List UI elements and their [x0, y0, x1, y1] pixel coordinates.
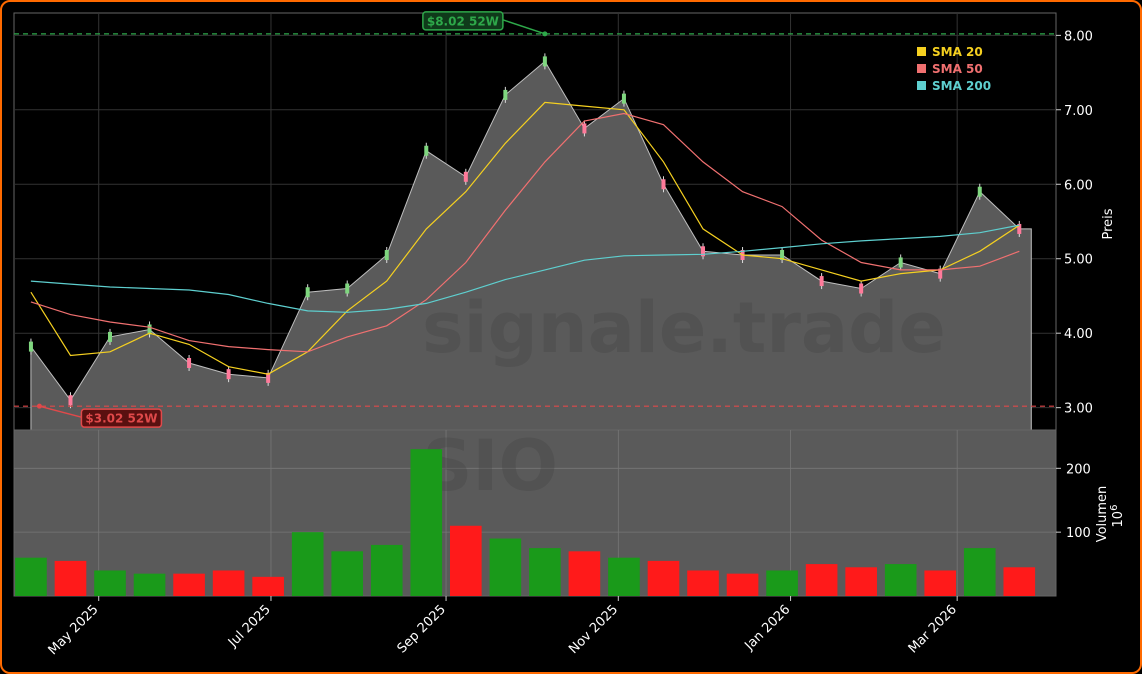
candle-body: [147, 324, 152, 335]
volume-bar: [54, 560, 87, 596]
volume-grid: [14, 430, 1056, 596]
volume-bar: [291, 532, 324, 596]
volume-bar: [845, 567, 877, 596]
annotation-label: $3.02 52W: [85, 412, 157, 426]
annotation-arrow: [39, 405, 82, 418]
volume-bar: [133, 573, 166, 596]
sma-line: [30, 224, 1020, 313]
annotation-arrow: [502, 19, 546, 35]
volume-y-label: Volumen: [1095, 486, 1110, 543]
volume-y-axis: 100 200: [1056, 462, 1091, 541]
candle-body: [503, 89, 508, 100]
x-tick-label: Nov 2025: [566, 602, 621, 657]
candle-body: [582, 123, 587, 134]
volume-bar: [331, 551, 364, 596]
candle-body: [187, 357, 192, 368]
legend: SMA 20 SMA 50 SMA 200: [917, 45, 991, 93]
volume-bar: [805, 564, 838, 596]
volume-bar: [529, 548, 561, 596]
volume-bar: [924, 570, 957, 596]
candle-body: [226, 369, 231, 380]
candle-body: [977, 186, 982, 197]
candle-body: [621, 93, 626, 104]
x-tick-label: Jan 2026: [742, 602, 794, 654]
x-tick-label: Jul 2025: [225, 602, 274, 651]
price-annotations: $8.02 52W $3.02 52W: [14, 11, 1056, 428]
volume-bar: [647, 560, 680, 596]
volume-bar: [687, 570, 719, 596]
annotation-point: [36, 403, 42, 409]
annotation-label: $8.02 52W: [427, 14, 499, 28]
legend-swatch: [917, 81, 926, 90]
candle-body: [898, 257, 903, 268]
annotation-box: [80, 408, 163, 428]
candle-body: [463, 171, 468, 182]
volume-bar: [608, 557, 640, 596]
candle-body: [28, 341, 33, 352]
price-y-tick-label: 4.00: [1064, 327, 1093, 342]
volume-y-tick-label: 100: [1066, 526, 1091, 541]
volume-y-tick-label: 200: [1066, 462, 1091, 477]
price-y-tick-label: 7.00: [1064, 104, 1093, 119]
price-y-tick-label: 8.00: [1064, 29, 1093, 44]
volume-y-exponent: 106: [1109, 505, 1126, 528]
candle-body: [819, 276, 824, 287]
volume-bar: [884, 564, 917, 596]
sma-line: [30, 112, 1020, 353]
candle-body: [859, 283, 864, 294]
candle-body: [542, 56, 547, 67]
volume-bar: [252, 576, 284, 596]
x-axis: May 2025 Jul 2025 Sep 2025 Nov 2025 Jan 2026…: [46, 596, 960, 658]
price-y-tick-label: 6.00: [1064, 178, 1093, 193]
x-tick-label: Mar 2026: [906, 602, 960, 656]
volume-bar: [568, 551, 601, 596]
price-watermark: signale.trade: [422, 287, 946, 369]
annotation-box: [422, 11, 504, 31]
candle-body: [345, 283, 350, 294]
volume-bar: [370, 544, 403, 596]
candle-body: [68, 395, 73, 406]
volume-bar: [15, 557, 47, 596]
volume-bar: [173, 573, 205, 596]
x-tick-label: May 2025: [46, 602, 102, 658]
volume-bar: [726, 573, 759, 596]
volume-bar: [489, 538, 522, 596]
legend-label: SMA 200: [932, 79, 991, 93]
candle-body: [305, 287, 310, 298]
legend-label: SMA 20: [932, 45, 983, 59]
price-y-tick-label: 3.00: [1064, 402, 1093, 417]
legend-swatch: [917, 64, 926, 73]
volume-bar: [963, 548, 996, 596]
candle-body: [108, 331, 113, 342]
legend-swatch: [917, 47, 926, 56]
candle-body: [701, 246, 706, 257]
legend-label: SMA 50: [932, 62, 983, 76]
volume-bar: [1003, 567, 1036, 596]
price-y-tick-label: 5.00: [1064, 253, 1093, 268]
candle-body: [938, 268, 943, 279]
volume-bars: [15, 449, 1036, 596]
price-series: [28, 53, 1022, 409]
annotation-point: [542, 31, 548, 37]
volume-bar: [212, 570, 245, 596]
price-area: [30, 60, 1032, 431]
candle-body: [266, 372, 271, 383]
volume-bar: [766, 570, 798, 596]
volume-bar: [450, 525, 482, 596]
price-y-label: Preis: [1101, 208, 1116, 239]
candle-body: [780, 250, 785, 261]
candle-body: [384, 250, 389, 261]
price-y-axis: 3.00 4.00 5.00 6.00 7.00 8.00: [1056, 29, 1093, 417]
sma-line: [30, 101, 1020, 375]
volume-bar: [410, 449, 443, 596]
candle-body: [1017, 223, 1022, 234]
candle-body: [661, 179, 666, 190]
candle-body: [424, 145, 429, 156]
volume-bar: [94, 570, 126, 596]
x-tick-label: Sep 2025: [395, 602, 449, 656]
volume-watermark: SIO: [422, 425, 558, 507]
